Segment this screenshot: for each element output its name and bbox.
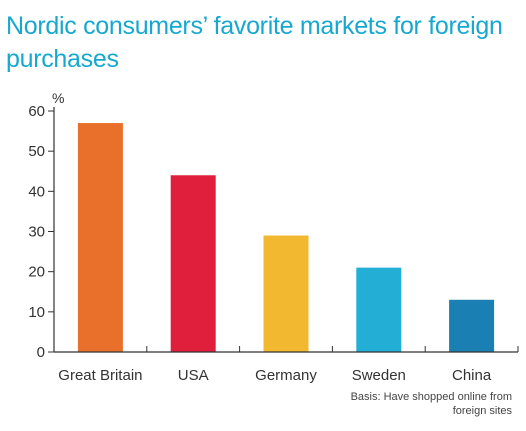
y-tick-label: 60 — [28, 103, 45, 120]
y-tick-label: 10 — [28, 304, 45, 321]
chart-title: Nordic consumers’ favorite markets for f… — [6, 12, 503, 73]
x-axis-tick-labels: Great Britain USA Germany Sweden China — [58, 346, 519, 384]
y-axis-unit-label: % — [52, 90, 64, 106]
basis-note-line-2: foreign sites — [452, 405, 512, 417]
x-tick-label: China — [452, 367, 492, 384]
x-tick-label: Great Britain — [58, 367, 142, 384]
basis-note-line-1: Basis: Have shopped online from — [350, 391, 512, 403]
y-tick-label: 20 — [28, 264, 45, 281]
bar — [356, 267, 402, 352]
bars — [77, 123, 495, 352]
y-tick-label: 50 — [28, 143, 45, 160]
x-tick-label: USA — [178, 367, 209, 384]
y-tick-label: 40 — [28, 183, 45, 200]
y-tick-label: 30 — [28, 224, 45, 241]
y-axis-ticks: 0 10 20 30 40 50 60 — [28, 103, 54, 361]
bar — [170, 175, 216, 352]
x-tick-label: Sweden — [352, 367, 406, 384]
x-tick-label: Germany — [255, 367, 317, 384]
bar — [77, 123, 123, 352]
y-tick-label: 0 — [37, 344, 45, 361]
bar — [263, 235, 309, 352]
bar — [449, 299, 495, 352]
basis-note: Basis: Have shopped online from foreign … — [312, 390, 512, 418]
